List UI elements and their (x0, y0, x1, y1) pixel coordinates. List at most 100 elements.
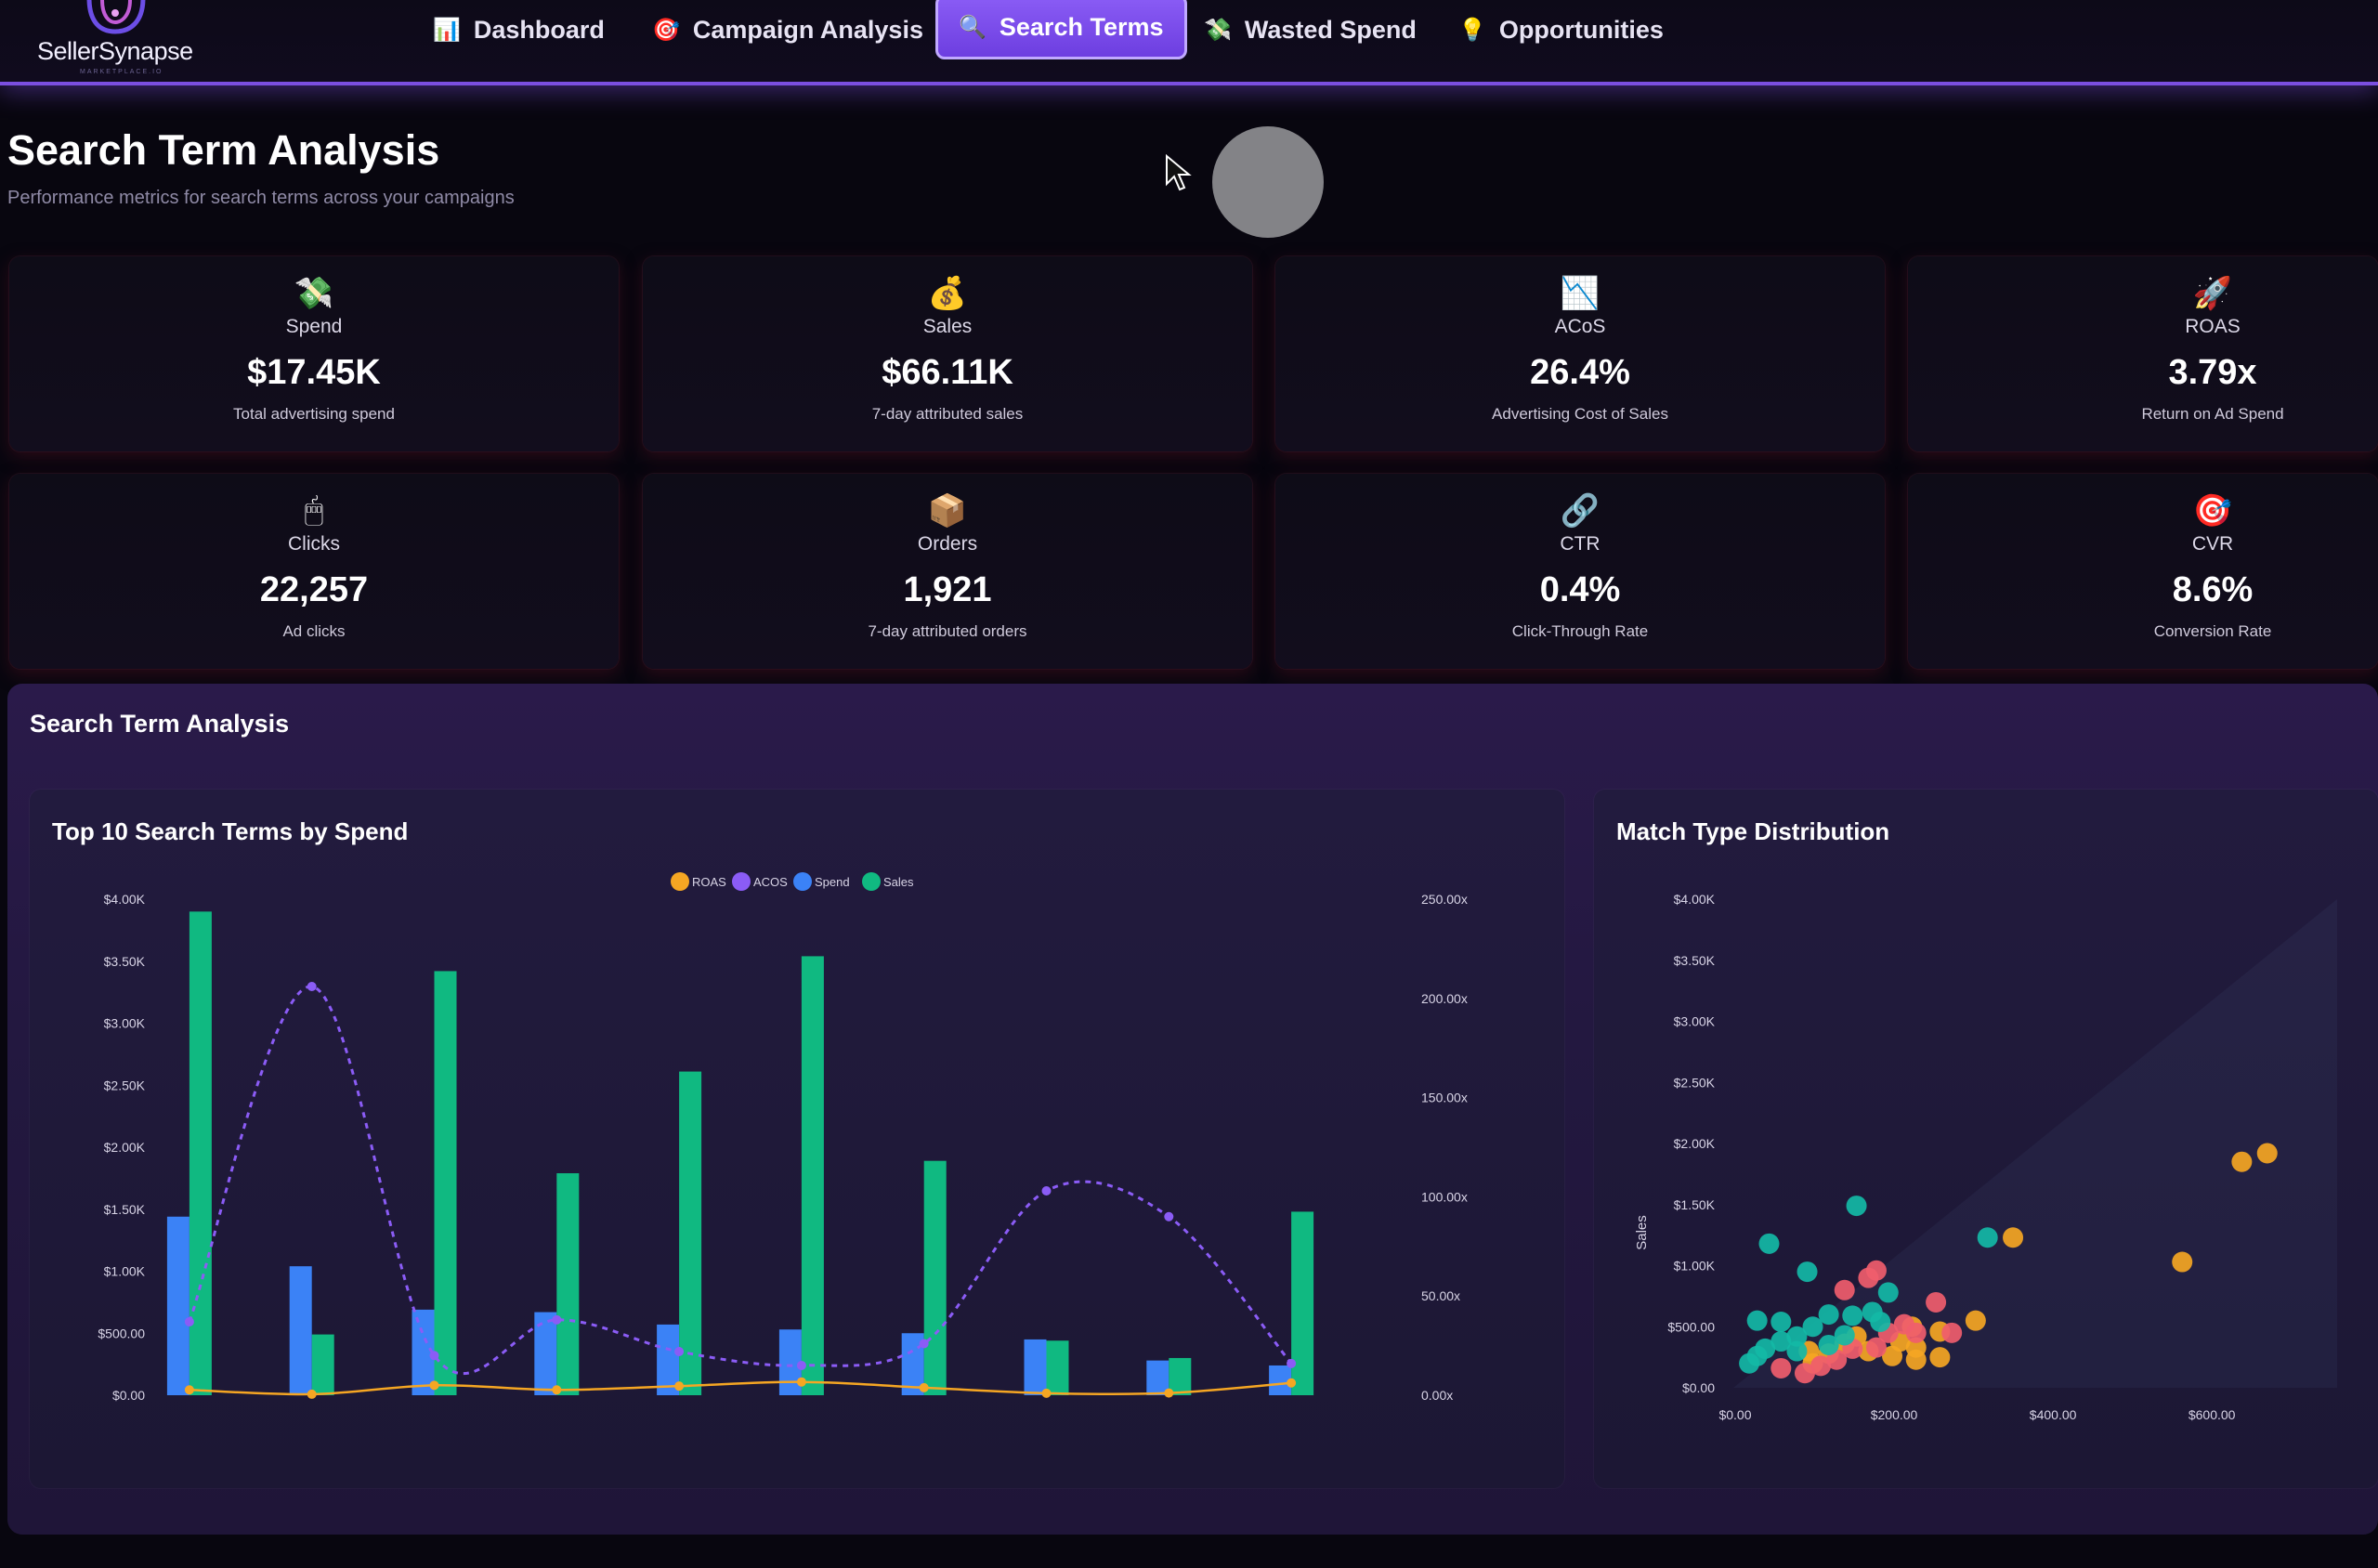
sales-bar (1046, 1340, 1069, 1395)
y-left-tick-label: $0.00 (112, 1388, 145, 1403)
stat-value: 8.6% (2172, 570, 2254, 609)
stat-label: ACoS (1554, 316, 1606, 337)
scatter-point (1882, 1345, 1903, 1366)
nav-dashboard[interactable]: 📊 Dashboard (412, 0, 625, 59)
y-right-tick-label: 250.00x (1421, 892, 1468, 907)
brain-logo-icon (86, 0, 146, 34)
stat-label: Orders (917, 533, 978, 555)
scatter-point (2256, 1143, 2278, 1164)
roas-line (189, 1380, 1292, 1396)
stat-description: Click-Through Rate (1511, 622, 1649, 640)
scatter-point (1810, 1355, 1832, 1377)
roas-point (1164, 1388, 1174, 1398)
logo[interactable]: SellerSynapse MARKETPLACE.IO (33, 0, 201, 82)
roas-point (552, 1385, 562, 1395)
stat-card-acos: 📉 ACoS 26.4% Advertising Cost of Sales (1275, 256, 1885, 451)
legend-swatch (862, 872, 881, 891)
chart-title: Top 10 Search Terms by Spend (52, 817, 409, 845)
stat-value: 26.4% (1530, 353, 1630, 392)
y-left-tick-label: $4.00K (104, 892, 146, 907)
scatter-point (1786, 1340, 1808, 1362)
panel-title: Search Term Analysis (30, 710, 290, 738)
scatter-point (1865, 1337, 1887, 1358)
top-search-terms-chart-card: Top 10 Search Terms by Spend $0.00 $500.0… (30, 790, 1564, 1488)
acos-point (674, 1347, 685, 1357)
sales-bar (434, 971, 457, 1395)
scatter-point (1865, 1260, 1887, 1281)
spend-bar (1146, 1360, 1169, 1395)
scatter-point (1905, 1322, 1927, 1343)
roas-point (796, 1377, 806, 1387)
scatter-point (1834, 1279, 1855, 1300)
package-icon: 📦 (927, 493, 968, 529)
scatter-point (1758, 1233, 1780, 1254)
scatter-point (1905, 1349, 1927, 1370)
stat-label: ROAS (2185, 316, 2241, 337)
stat-value: 0.4% (1539, 570, 1621, 609)
target-icon: 🎯 (2192, 493, 2233, 529)
money-wings-icon: 💸 (1204, 17, 1232, 43)
acos-point (552, 1314, 562, 1325)
roas-point (919, 1382, 929, 1392)
nav-opportunities[interactable]: 💡 Opportunities (1438, 0, 1684, 59)
stat-description: Advertising Cost of Sales (1492, 405, 1668, 423)
target-icon: 🎯 (652, 17, 680, 43)
scatter-point (2172, 1251, 2193, 1273)
x-tick-label: $0.00 (1718, 1407, 1751, 1422)
nav-wasted-spend[interactable]: 💸 Wasted Spend (1183, 0, 1437, 59)
scatter-point (1802, 1316, 1823, 1338)
y-tick-label: $2.50K (1674, 1075, 1716, 1090)
nav-campaign-analysis[interactable]: 🎯 Campaign Analysis (632, 0, 944, 59)
match-type-scatter-chart: $0.00 $500.00 $1.00K $1.50K $2.00K $2.50K $3.0… (1634, 892, 2337, 1422)
y-right-tick-label: 150.00x (1421, 1091, 1468, 1105)
stat-value: 3.79x (2168, 353, 2257, 392)
acos-point (796, 1360, 806, 1370)
scatter-point (1770, 1311, 1792, 1332)
search-term-analysis-panel: Search Term Analysis Top 10 Search Terms… (7, 684, 2378, 1535)
roas-point (1041, 1388, 1052, 1398)
nav-search-terms-label: Search Terms (999, 12, 1164, 41)
scatter-point (1965, 1310, 1986, 1331)
acos-point (1164, 1211, 1174, 1222)
stat-label: Spend (285, 316, 343, 337)
nav-campaign-analysis-label: Campaign Analysis (692, 15, 923, 44)
mouse-icon: 🖱 (304, 492, 324, 528)
stat-description: Total advertising spend (233, 405, 395, 423)
acos-point (1041, 1185, 1052, 1196)
x-tick-label: $200.00 (1871, 1407, 1918, 1422)
scatter-point (1877, 1282, 1899, 1303)
scatter-point (1818, 1334, 1839, 1355)
nav-wasted-spend-label: Wasted Spend (1244, 15, 1417, 44)
money-bag-icon: 💰 (927, 276, 968, 311)
scatter-point (1846, 1196, 1867, 1217)
chart-icon: 📊 (433, 17, 461, 43)
sales-bar (679, 1071, 702, 1395)
nav-opportunities-label: Opportunities (1498, 15, 1664, 44)
y-left-tick-label: $2.50K (104, 1078, 146, 1092)
roas-point (1287, 1378, 1297, 1388)
y-right-tick-label: 50.00x (1421, 1288, 1460, 1303)
sales-bar (1291, 1211, 1314, 1395)
stat-description: Conversion Rate (2153, 622, 2272, 640)
scatter-point (1746, 1310, 1768, 1331)
spend-bar (289, 1266, 312, 1395)
nav-search-terms[interactable]: 🔍 Search Terms (935, 0, 1187, 59)
match-type-chart-card: Match Type Distribution $0.00 $500.00 $1.0… (1594, 790, 2378, 1488)
chart-decreasing-icon: 📉 (1560, 276, 1601, 311)
scatter-point (1770, 1331, 1792, 1352)
scatter-point (1941, 1322, 1963, 1343)
sales-bar (1169, 1357, 1192, 1395)
search-icon: 🔍 (959, 14, 986, 40)
stat-description: 7-day attributed orders (868, 622, 1027, 640)
stat-label: Sales (922, 316, 973, 337)
rocket-icon: 🚀 (2192, 276, 2233, 311)
legend-swatch (793, 872, 812, 891)
y-tick-label: $4.00K (1674, 892, 1716, 907)
spend-bar (1024, 1339, 1047, 1395)
lightbulb-icon: 💡 (1458, 17, 1486, 43)
logo-name: SellerSynapse (37, 37, 193, 65)
scatter-point (1818, 1304, 1839, 1326)
legend-swatch (732, 872, 751, 891)
acos-line (188, 985, 1293, 1376)
scatter-point (1870, 1311, 1891, 1332)
